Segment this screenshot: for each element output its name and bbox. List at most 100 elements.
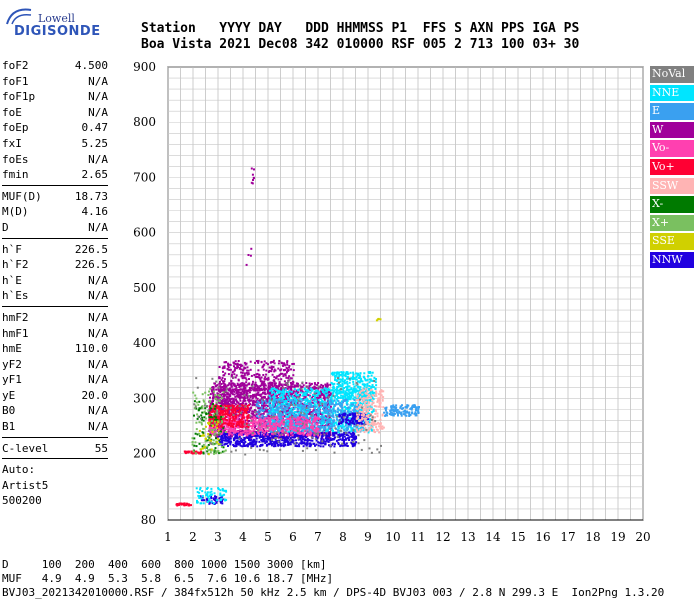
echo-point-nnw [354, 413, 357, 416]
echo-point-w [267, 384, 270, 387]
echo-point-w [230, 385, 233, 388]
echo-point-w [267, 400, 270, 403]
echo-point-nnw [298, 445, 301, 448]
echo-point-nnw [351, 439, 354, 442]
echo-point-w [324, 406, 327, 409]
echo-point-w [273, 382, 276, 385]
echo-point-w [259, 385, 262, 387]
echo-point-w [240, 392, 243, 395]
echo-point-e [274, 420, 277, 423]
echo-point-e [314, 421, 317, 424]
echo-point-w [230, 435, 233, 438]
echo-point-nne [346, 397, 349, 400]
echo-point-nne [363, 385, 366, 388]
echo-point-nnw [351, 443, 354, 446]
echo-point-nne [349, 397, 352, 400]
echo-point-w [248, 378, 250, 380]
echo-point-w [262, 412, 265, 415]
echo-point-nne [358, 393, 361, 396]
echo-point-nnw [275, 440, 278, 443]
echo-point-nne [291, 402, 294, 405]
echo-point-e [333, 403, 336, 406]
echo-point-w [278, 385, 280, 388]
echo-point-w [220, 399, 223, 402]
echo-point-nnw [218, 435, 221, 438]
echo-point-nnw [215, 501, 218, 504]
echo-point-nnw [262, 438, 264, 441]
echo-point-w [295, 389, 298, 392]
echo-point-nne [355, 372, 358, 375]
echo-point-w [223, 425, 225, 428]
echo-point-nnw [309, 445, 312, 448]
echo-point-w [298, 414, 301, 417]
echo-point-nne [317, 398, 320, 401]
echo-point-nne [270, 431, 273, 434]
echo-point-nnw [332, 438, 334, 440]
echo-point-nne [344, 392, 347, 395]
echo-point-e [315, 409, 318, 412]
echo-point-nne [271, 391, 273, 394]
echo-point-e [258, 413, 261, 416]
echo-point-nne [373, 394, 376, 397]
echo-point-w [260, 387, 263, 390]
echo-point-nne [328, 389, 331, 392]
echo-point-e [358, 423, 361, 426]
echo-point-e [408, 414, 411, 417]
echo-point-e [325, 423, 328, 426]
echo-point-e [326, 401, 328, 404]
echo-point-nne [367, 393, 370, 396]
echo-point-e [398, 410, 401, 413]
echo-point-e [300, 413, 303, 416]
echo-point-nne [322, 421, 325, 423]
echo-point-nnw [332, 433, 335, 436]
echo-point-e [354, 409, 357, 411]
echo-point-nnw [352, 412, 355, 415]
echo-point-w [223, 361, 226, 364]
echo-point-e [383, 411, 386, 414]
echo-point-nne [306, 400, 309, 403]
echo-point-w [285, 376, 288, 379]
echo-point-w [242, 407, 245, 410]
echo-point-nnw [235, 445, 238, 447]
echo-point-nnw [222, 498, 225, 501]
echo-point-w [309, 384, 312, 387]
echo-point-w [256, 375, 259, 378]
echo-point-nne [289, 399, 292, 401]
y-tick-label: 400 [133, 336, 156, 350]
echo-point-w [327, 423, 330, 425]
echo-point-w [282, 364, 285, 367]
echo-point-nne [278, 390, 281, 393]
echo-point-nnw [213, 498, 215, 501]
echo-point-nne [345, 377, 348, 380]
echo-point-nnw [304, 443, 307, 446]
echo-point-nnw [218, 497, 221, 500]
echo-point-w [293, 394, 296, 397]
echo-point-w [212, 395, 215, 398]
echo-point-vo [229, 432, 232, 435]
echo-point-nne [319, 415, 322, 418]
echo-point-w [234, 388, 237, 391]
echo-point-nne [339, 380, 342, 383]
echo-point-w [241, 384, 244, 387]
echo-point-w [248, 387, 251, 389]
echo-point-nne [361, 392, 364, 394]
echo-point-nnw [322, 434, 324, 437]
echo-point-w [324, 419, 327, 422]
echo-point-vo [309, 430, 312, 433]
echo-point-e [302, 407, 305, 410]
echo-point-w [277, 362, 280, 365]
echo-point-nne [270, 388, 273, 391]
echo-point-nne [293, 408, 296, 410]
echo-point-w [255, 413, 258, 416]
echo-point-nne [346, 373, 349, 376]
echo-point-w [259, 393, 262, 396]
echo-point-nnw [308, 439, 310, 442]
echo-point-e [337, 400, 340, 403]
echo-point-e [267, 401, 270, 404]
echo-point-w [310, 382, 313, 385]
echo-point-w [219, 400, 222, 403]
echo-point-nne [367, 431, 370, 434]
echo-point-nnw [345, 421, 348, 424]
echo-point-w [256, 397, 259, 400]
echo-point-nnw [282, 442, 285, 445]
